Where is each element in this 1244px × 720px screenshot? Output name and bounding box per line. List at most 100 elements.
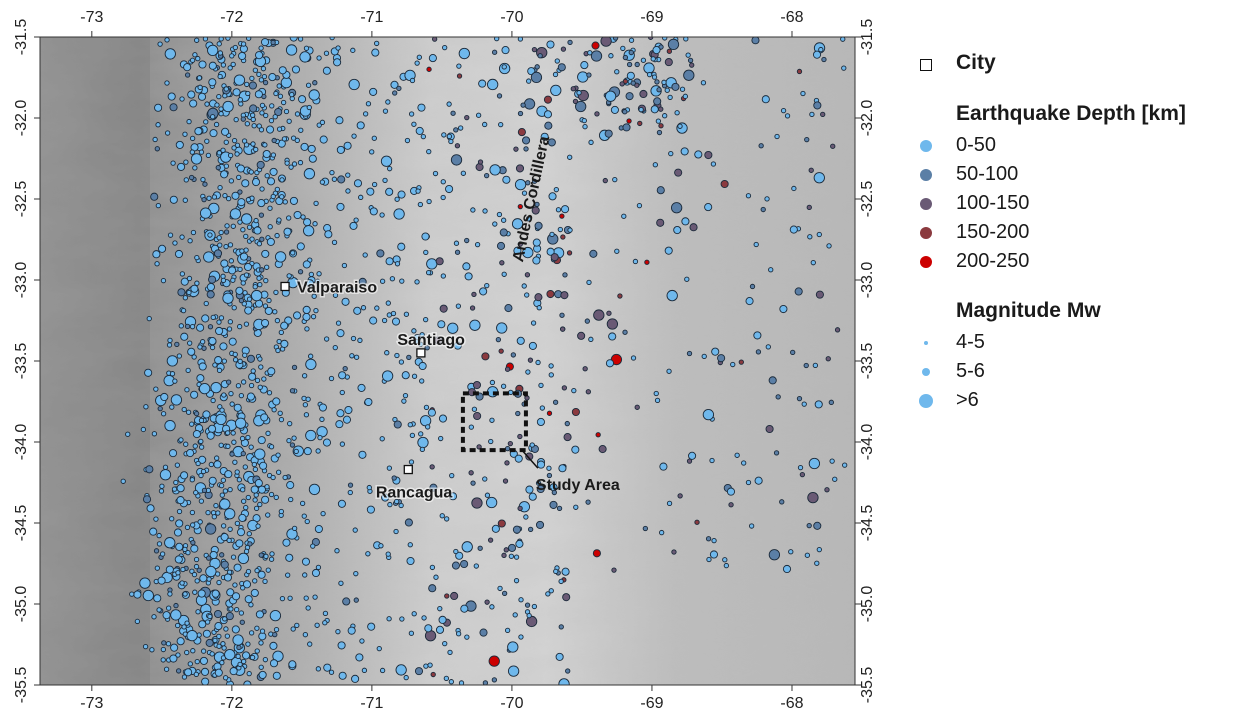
legend-city-section: City: [912, 50, 1242, 79]
earthquake-dot: [626, 118, 632, 124]
legend-magnitude-section: Magnitude Mw 4-5 5-6 >6: [912, 298, 1242, 415]
earthquake-dot: [546, 40, 555, 49]
earthquake-dot: [682, 93, 688, 99]
earthquake-dot: [234, 606, 240, 613]
earthquake-dot: [187, 340, 193, 346]
earthquake-dot: [289, 196, 298, 205]
earthquake-dot: [319, 416, 325, 422]
earthquake-dot: [196, 567, 202, 573]
earthquake-dot: [258, 664, 264, 670]
earthquake-dot: [419, 415, 432, 427]
legend-depth-title: Earthquake Depth [km]: [956, 102, 1186, 125]
earthquake-dot: [496, 322, 508, 334]
earthquake-dot: [180, 471, 189, 480]
earthquake-dot: [268, 73, 277, 82]
earthquake-dot: [479, 628, 488, 637]
earthquake-dot: [187, 661, 193, 667]
earthquake-dot: [619, 81, 625, 87]
earthquake-dot: [411, 121, 417, 127]
earthquake-dot: [385, 257, 394, 266]
earthquake-dot: [335, 320, 342, 326]
earthquake-dot: [420, 133, 426, 140]
earthquake-dot: [659, 529, 665, 536]
earthquake-dot: [476, 444, 482, 450]
earthquake-dot: [245, 641, 251, 647]
earthquake-dot: [165, 565, 174, 574]
earthquake-dot: [160, 657, 166, 663]
earthquake-dot: [807, 491, 819, 504]
earthquake-dot: [265, 567, 271, 573]
earthquake-dot: [319, 179, 326, 185]
earthquake-dot: [755, 349, 762, 355]
earthquake-dot: [796, 395, 803, 402]
earthquake-dot: [182, 591, 188, 597]
earthquake-dot: [206, 195, 212, 201]
earthquake-dot: [256, 123, 262, 129]
earthquake-dot: [366, 505, 375, 514]
earthquake-dot: [236, 477, 243, 483]
earthquake-dot: [548, 372, 554, 378]
earthquake-dot: [431, 37, 438, 42]
earthquake-dot: [216, 367, 223, 373]
earthquake-dot: [272, 397, 281, 406]
earthquake-dot: [435, 625, 445, 634]
earthquake-dot: [455, 303, 462, 309]
earthquake-dot: [353, 179, 363, 188]
earthquake-dot: [471, 291, 477, 297]
earthquake-dot: [469, 319, 481, 331]
earthquake-dot: [197, 344, 203, 350]
earthquake-dot: [423, 317, 429, 323]
legend-city-title: City: [956, 51, 996, 74]
earthquake-dot: [522, 246, 534, 259]
earthquake-dot: [186, 629, 198, 642]
earthquake-dot: [303, 45, 310, 51]
earthquake-dot: [290, 250, 296, 256]
earthquake-dot: [496, 241, 506, 250]
earthquake-dot: [499, 228, 508, 237]
earthquake-dot: [208, 476, 217, 485]
earthquake-dot: [688, 451, 697, 460]
earthquake-dot: [397, 242, 406, 251]
earthquake-dot: [290, 135, 297, 141]
earthquake-dot: [453, 548, 459, 555]
earthquake-dot: [458, 125, 464, 131]
earthquake-dot: [224, 508, 236, 520]
earthquake-dot: [437, 320, 446, 329]
earthquake-dot: [485, 496, 498, 509]
earthquake-dot: [210, 114, 216, 120]
earthquake-dot: [231, 625, 240, 634]
earthquake-dot: [709, 550, 718, 559]
earthquake-dot: [261, 495, 270, 504]
earthquake-dot: [200, 667, 210, 676]
earthquake-dot: [511, 218, 524, 230]
earthquake-dot: [525, 452, 534, 461]
legend-depth-row: 150-200: [912, 218, 1242, 247]
earthquake-dot: [199, 339, 206, 345]
earthquake-dot: [723, 562, 730, 569]
earthquake-dot: [246, 296, 253, 302]
earthquake-dot: [567, 39, 573, 46]
earthquake-dot: [316, 122, 322, 128]
earthquake-dot: [677, 123, 683, 129]
earthquake-dot: [222, 192, 228, 199]
earthquake-dot: [184, 668, 193, 677]
earthquake-dot: [248, 630, 255, 636]
earthquake-dot: [286, 437, 292, 444]
earthquake-dot: [239, 252, 249, 261]
earthquake-dot: [263, 112, 269, 119]
earthquake-dot: [488, 438, 494, 445]
earthquake-dot: [289, 37, 298, 42]
earthquake-dot: [318, 403, 327, 412]
earthquake-dot: [157, 41, 163, 47]
y-tick-label-right: -32.0: [859, 100, 876, 137]
earthquake-dot: [656, 218, 665, 227]
earthquake-dot: [182, 197, 188, 203]
earthquake-dot: [336, 329, 345, 338]
earthquake-dot: [160, 411, 167, 417]
earthquake-dot: [206, 282, 215, 292]
earthquake-dot: [374, 40, 380, 47]
earthquake-dot: [758, 143, 764, 149]
earthquake-dot: [179, 96, 185, 102]
earthquake-dot: [302, 402, 308, 408]
